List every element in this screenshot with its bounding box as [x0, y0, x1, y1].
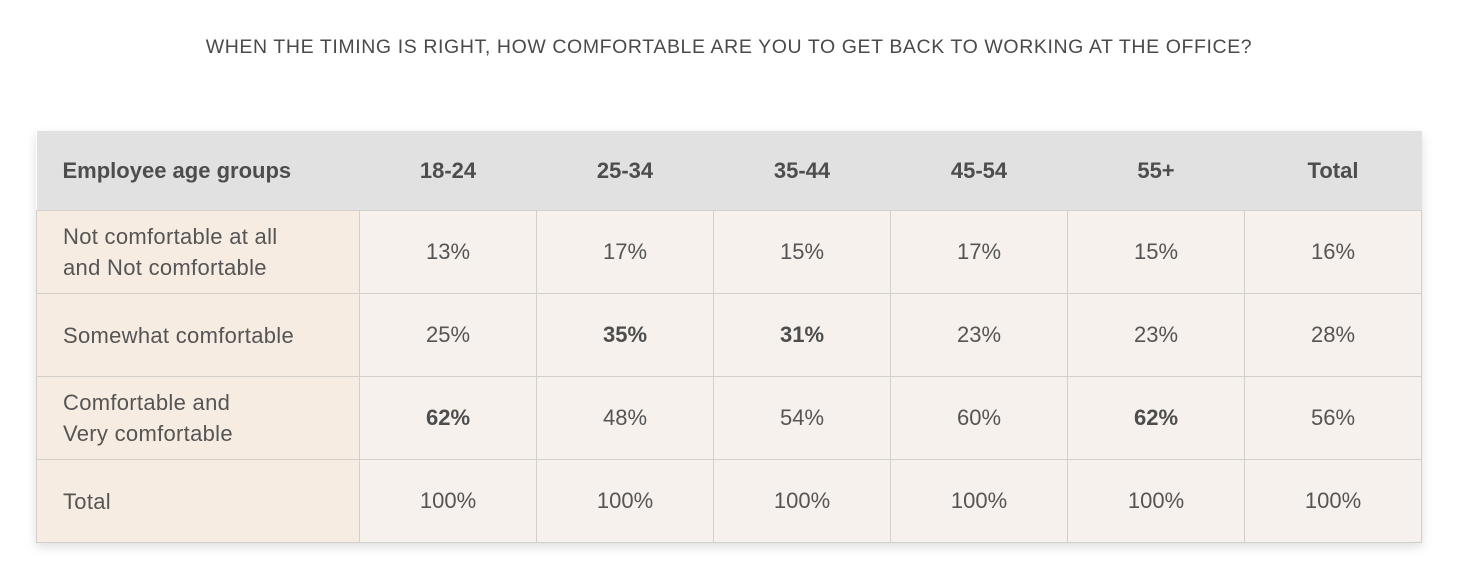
column-header: 25-34 — [536, 131, 714, 211]
value-cell: 60% — [890, 376, 1068, 460]
value-cell: 62% — [359, 376, 537, 460]
column-header: Total — [1244, 131, 1422, 211]
row-label-line: Total — [63, 488, 111, 514]
value-cell: 17% — [536, 210, 714, 294]
value-cell: 15% — [713, 210, 891, 294]
value-cell: 28% — [1244, 293, 1422, 377]
column-header: 55+ — [1067, 131, 1245, 211]
row-label-line: and Not comfortable — [63, 255, 267, 280]
row-label: Comfortable and Very comfortable — [36, 376, 360, 460]
value-cell: 56% — [1244, 376, 1422, 460]
table-row: Total 100% 100% 100% 100% 100% 100% — [36, 459, 1422, 543]
value-cell: 23% — [890, 293, 1068, 377]
value-cell: 100% — [359, 459, 537, 543]
row-label-line: Not comfortable at all — [63, 224, 278, 249]
value-cell: 31% — [713, 293, 891, 377]
value-cell: 35% — [536, 293, 714, 377]
column-header: 18-24 — [359, 131, 537, 211]
column-header: 45-54 — [890, 131, 1068, 211]
value-cell: 15% — [1067, 210, 1245, 294]
row-label-line: Somewhat comfortable — [63, 322, 294, 348]
value-cell: 62% — [1067, 376, 1245, 460]
row-label: Somewhat comfortable — [36, 293, 360, 377]
row-header-label: Employee age groups — [36, 131, 360, 211]
value-cell: 17% — [890, 210, 1068, 294]
table-row: Not comfortable at all and Not comfortabl… — [36, 210, 1422, 294]
header-row: Employee age groups 18-24 25-34 35-44 45… — [36, 131, 1422, 211]
value-cell: 100% — [536, 459, 714, 543]
value-cell: 100% — [1244, 459, 1422, 543]
row-label: Not comfortable at all and Not comfortabl… — [36, 210, 360, 294]
value-cell: 48% — [536, 376, 714, 460]
column-header: 35-44 — [713, 131, 891, 211]
value-cell: 25% — [359, 293, 537, 377]
value-cell: 100% — [713, 459, 891, 543]
value-cell: 100% — [890, 459, 1068, 543]
row-label-line: Comfortable and — [63, 390, 231, 415]
row-label: Total — [36, 459, 360, 543]
value-cell: 54% — [713, 376, 891, 460]
chart-title: WHEN THE TIMING IS RIGHT, HOW COMFORTABL… — [205, 36, 1253, 58]
results-table: Employee age groups 18-24 25-34 35-44 45… — [36, 131, 1422, 543]
row-label-line: Very comfortable — [63, 421, 233, 446]
table-row: Somewhat comfortable 25% 35% 31% 23% 23% 28% — [36, 293, 1422, 377]
value-cell: 23% — [1067, 293, 1245, 377]
table-body: Not comfortable at all and Not comfortabl… — [36, 210, 1422, 543]
value-cell: 16% — [1244, 210, 1422, 294]
value-cell: 100% — [1067, 459, 1245, 543]
results-table-container: Employee age groups 18-24 25-34 35-44 45… — [36, 131, 1422, 543]
value-cell: 13% — [359, 210, 537, 294]
table-row: Comfortable and Very comfortable 62% 48% 54%… — [36, 376, 1422, 460]
